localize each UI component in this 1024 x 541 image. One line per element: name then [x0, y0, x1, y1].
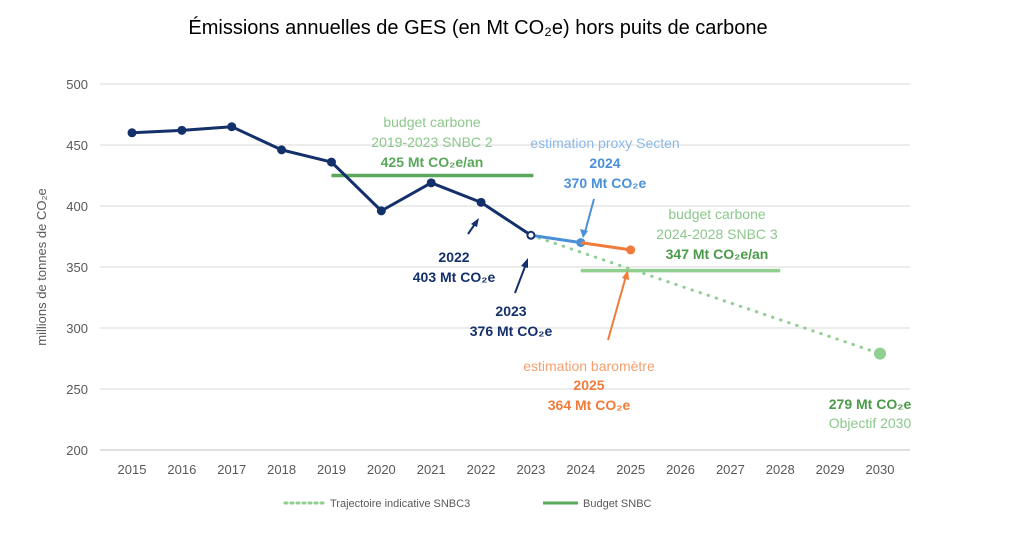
trajectory-line: [529, 233, 882, 356]
point-2015: [127, 128, 137, 138]
gridlines: [100, 83, 910, 451]
y-axis-label: millions de tonnes de CO₂e: [34, 188, 49, 346]
y-tick-labels: 200 250 300 350 400 450 500: [66, 77, 88, 458]
legend: Trajectoire indicative SNBC3 Budget SNBC: [283, 498, 652, 510]
x-tick-2023: 2023: [516, 462, 545, 477]
x-tick-2028: 2028: [766, 462, 795, 477]
y-tick-250: 250: [66, 382, 88, 397]
annotation-2030: 279 Mt CO₂e Objectif 2030: [829, 396, 912, 431]
x-tick-labels: 2015 2016 2017 2018 2019 2020 2021 2022 2023 2024…: [118, 462, 895, 477]
legend-label-budget: Budget SNBC: [583, 498, 652, 510]
y-tick-350: 350: [66, 260, 88, 275]
snbc3-label-1: budget carbone: [668, 206, 766, 222]
snbc3-value: 347 Mt CO₂e/an: [666, 246, 769, 262]
annotation-2023: 2023 376 Mt CO₂e: [470, 258, 553, 339]
x-tick-2015: 2015: [118, 462, 147, 477]
point-2022: [476, 197, 486, 207]
arrow-2025: [607, 275, 627, 341]
x-tick-2020: 2020: [367, 462, 396, 477]
point-2018: [277, 145, 287, 155]
secten-line: [530, 233, 582, 245]
point-2025: [626, 245, 636, 255]
x-tick-2021: 2021: [417, 462, 446, 477]
barometre-line: [580, 241, 631, 252]
point-2020: [376, 206, 386, 216]
arrowhead-2023: [521, 258, 528, 268]
x-tick-2030: 2030: [866, 462, 895, 477]
y-tick-300: 300: [66, 321, 88, 336]
x-tick-2017: 2017: [217, 462, 246, 477]
label-2030-target: Objectif 2030: [829, 415, 912, 431]
label-2025-value: 364 Mt CO₂e: [548, 397, 631, 413]
annotation-2025: estimation baromètre 2025 364 Mt CO₂e: [523, 270, 655, 413]
label-2025-year: 2025: [573, 377, 604, 393]
point-2021: [426, 178, 436, 188]
x-tick-2018: 2018: [267, 462, 296, 477]
x-tick-2022: 2022: [467, 462, 496, 477]
x-tick-2026: 2026: [666, 462, 695, 477]
legend-label-trajectory: Trajectoire indicative SNBC3: [330, 498, 470, 510]
label-2030-value: 279 Mt CO₂e: [829, 396, 912, 412]
y-tick-400: 400: [66, 199, 88, 214]
x-tick-2027: 2027: [716, 462, 745, 477]
x-tick-2024: 2024: [566, 462, 595, 477]
x-tick-2025: 2025: [616, 462, 645, 477]
point-2030: [874, 347, 886, 360]
label-2023-value: 376 Mt CO₂e: [470, 323, 553, 339]
arrow-2024: [584, 198, 595, 233]
arrow-2023: [514, 263, 527, 294]
annotation-snbc2: budget carbone 2019-2023 SNBC 2 425 Mt C…: [371, 114, 493, 170]
label-2022-year: 2022: [438, 249, 469, 265]
x-tick-2029: 2029: [816, 462, 845, 477]
annotation-2024: estimation proxy Secten 2024 370 Mt CO₂e: [530, 135, 680, 238]
point-2017: [227, 122, 237, 132]
snbc2-label-2: 2019-2023 SNBC 2: [371, 134, 493, 150]
x-tick-2016: 2016: [167, 462, 196, 477]
snbc3-label-2: 2024-2028 SNBC 3: [656, 226, 778, 242]
snbc2-value: 425 Mt CO₂e/an: [381, 154, 484, 170]
y-tick-200: 200: [66, 443, 88, 458]
arrowhead-2025: [622, 270, 629, 280]
series-marks: [127, 122, 886, 360]
label-2023-year: 2023: [495, 303, 526, 319]
snbc2-label-1: budget carbone: [383, 114, 481, 130]
arrowhead-2022: [471, 218, 479, 227]
label-2025-source: estimation baromètre: [523, 358, 655, 374]
point-2019: [326, 157, 336, 167]
arrowhead-2024: [580, 229, 588, 238]
point-2023: [526, 230, 536, 240]
y-tick-450: 450: [66, 138, 88, 153]
point-2016: [177, 125, 187, 135]
y-tick-500: 500: [66, 77, 88, 92]
annotation-snbc3: budget carbone 2024-2028 SNBC 3 347 Mt C…: [656, 206, 778, 262]
label-2024-value: 370 Mt CO₂e: [564, 175, 647, 191]
annotation-2022: 2022 403 Mt CO₂e: [413, 218, 496, 285]
label-2024-source: estimation proxy Secten: [530, 135, 679, 151]
x-tick-2019: 2019: [317, 462, 346, 477]
label-2024-year: 2024: [589, 155, 620, 171]
chart-title: Émissions annuelles de GES (en Mt CO₂e) …: [188, 16, 767, 39]
label-2022-value: 403 Mt CO₂e: [413, 269, 496, 285]
